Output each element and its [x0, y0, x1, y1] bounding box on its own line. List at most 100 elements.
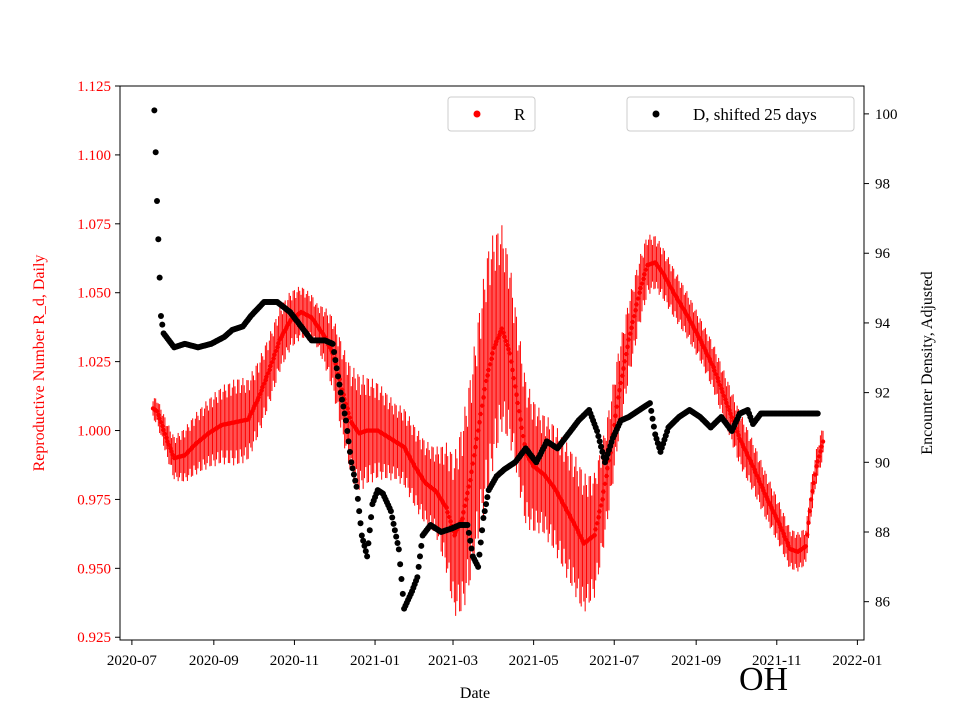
- d-point: [480, 515, 487, 522]
- x-tick-label: 2020-11: [270, 653, 319, 669]
- d-point: [387, 508, 394, 515]
- y-right-tick-label: 98: [875, 177, 890, 193]
- x-tick-label: 2020-09: [189, 653, 239, 669]
- d-point: [389, 514, 396, 521]
- d-point: [344, 427, 351, 434]
- legend-r[interactable]: R: [447, 96, 536, 132]
- d-point: [356, 508, 363, 515]
- d-point: [415, 563, 422, 570]
- d-point: [362, 548, 369, 555]
- series-d: [151, 107, 821, 612]
- x-tick-label: 2020-07: [107, 653, 157, 669]
- d-point: [650, 423, 657, 430]
- d-point: [467, 537, 474, 544]
- d-point: [484, 494, 491, 501]
- d-point: [464, 522, 471, 529]
- d-point: [331, 348, 338, 355]
- d-point: [368, 514, 375, 521]
- d-point: [414, 574, 421, 581]
- x-axis: 2020-07 2020-09 2020-11 2021-01 2021-03 2021-…: [107, 640, 882, 669]
- y-left-tick-label: 1.025: [77, 355, 111, 371]
- y-left-tick-label: 1.000: [77, 424, 111, 440]
- d-point: [354, 495, 361, 502]
- y-right-tick-label: 88: [875, 525, 890, 541]
- d-point: [342, 417, 349, 424]
- x-tick-label: 2021-09: [671, 653, 721, 669]
- r-point: [820, 439, 826, 444]
- d-point: [346, 448, 353, 455]
- d-point: [350, 471, 357, 478]
- legend-d-marker: [652, 110, 660, 118]
- d-point: [594, 427, 601, 434]
- d-point: [349, 465, 356, 472]
- d-point: [151, 107, 158, 114]
- plot-frame: [119, 85, 865, 641]
- x-tick-label: 2021-05: [509, 653, 559, 669]
- d-point: [395, 546, 402, 553]
- y-right-tick-label: 96: [875, 246, 891, 262]
- y-axis-right-label: Encounter Density, Adjusted: [919, 271, 936, 454]
- d-point: [366, 527, 373, 534]
- y-left-tick-label: 0.975: [77, 492, 111, 508]
- d-point: [394, 540, 401, 547]
- d-point: [341, 410, 348, 417]
- d-point: [418, 542, 425, 549]
- y-axis-left-label: Reproductive Number R_d, Daily: [31, 255, 48, 472]
- d-point: [646, 400, 653, 407]
- d-point: [329, 340, 336, 347]
- legend-d-box: [626, 96, 855, 132]
- y-left-tick-label: 0.950: [77, 561, 111, 577]
- d-point: [398, 576, 405, 583]
- legend-r-box: [447, 96, 536, 132]
- d-point: [155, 236, 162, 243]
- d-point: [479, 527, 486, 534]
- y-right-tick-label: 86: [875, 595, 891, 611]
- d-point: [390, 520, 397, 527]
- d-point: [156, 274, 163, 281]
- d-point: [348, 459, 355, 466]
- x-tick-label: 2021-11: [752, 653, 801, 669]
- d-point: [353, 483, 360, 490]
- y-right-tick-label: 100: [875, 107, 898, 123]
- d-point: [335, 373, 342, 380]
- d-point: [476, 551, 483, 558]
- legend-r-label: R: [514, 105, 526, 124]
- d-point: [483, 501, 490, 508]
- d-point: [357, 520, 364, 527]
- d-point: [814, 410, 821, 417]
- y-left-tick-label: 0.925: [77, 630, 111, 646]
- y-axis-left: 0.925 0.950 0.975 1.000 1.025 1.050 1.075 1.100…: [77, 79, 120, 646]
- y-right-tick-label: 90: [875, 455, 890, 471]
- d-point: [358, 532, 365, 539]
- d-point: [352, 477, 359, 484]
- d-point: [399, 590, 406, 597]
- d-point: [468, 545, 475, 552]
- x-tick-label: 2022-01: [832, 653, 882, 669]
- d-point: [481, 508, 488, 515]
- d-point: [337, 389, 344, 396]
- x-axis-label: Date: [460, 685, 490, 702]
- d-point: [336, 381, 343, 388]
- legend-r-marker: [473, 110, 481, 118]
- d-point: [360, 537, 367, 544]
- d-point: [595, 433, 602, 440]
- y-left-tick-label: 1.050: [77, 286, 111, 302]
- d-point: [154, 197, 161, 204]
- x-tick-label: 2021-03: [428, 653, 478, 669]
- d-point: [340, 403, 347, 410]
- d-point: [596, 438, 603, 445]
- d-point: [332, 357, 339, 364]
- x-tick-label: 2021-07: [589, 653, 639, 669]
- y-right-tick-label: 92: [875, 386, 890, 402]
- d-point: [475, 563, 482, 570]
- d-point: [599, 448, 606, 455]
- d-point: [365, 540, 372, 547]
- y-left-tick-label: 1.100: [77, 148, 111, 164]
- d-point: [598, 443, 605, 450]
- legend-d[interactable]: D, shifted 25 days: [626, 96, 855, 132]
- d-point: [345, 438, 352, 445]
- d-point: [393, 533, 400, 540]
- d-point: [391, 527, 398, 534]
- d-point: [477, 539, 484, 546]
